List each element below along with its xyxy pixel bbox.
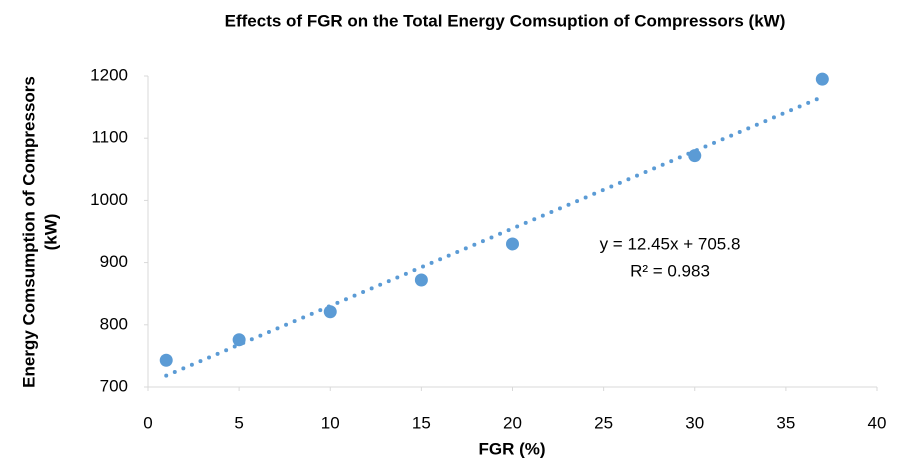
x-tick-label: 35 bbox=[776, 413, 795, 432]
y-axis-label: Energy Comsumption of Compressors (kW) bbox=[19, 76, 60, 388]
data-point bbox=[815, 72, 829, 86]
trendline-equation: y = 12.45x + 705.8 bbox=[600, 234, 741, 253]
y-tick-label: 1100 bbox=[91, 128, 128, 147]
x-tick-label: 0 bbox=[143, 413, 152, 432]
data-point bbox=[688, 149, 702, 163]
x-tick-label: 40 bbox=[868, 413, 887, 432]
trendline-r-squared: R² = 0.983 bbox=[630, 261, 710, 280]
y-tick-label: 1000 bbox=[90, 190, 128, 209]
data-point bbox=[323, 305, 337, 319]
y-tick-label: 900 bbox=[100, 252, 128, 271]
x-tick-label: 30 bbox=[685, 413, 704, 432]
data-point bbox=[159, 353, 173, 367]
y-tick-label: 800 bbox=[100, 314, 128, 333]
x-tick-label: 20 bbox=[503, 413, 522, 432]
y-tick-label: 1200 bbox=[90, 65, 128, 84]
trendline bbox=[164, 94, 825, 378]
x-tick-label: 5 bbox=[234, 413, 243, 432]
y-tick-label: 700 bbox=[100, 376, 128, 395]
x-axis-label: FGR (%) bbox=[478, 439, 545, 458]
data-point bbox=[506, 237, 519, 251]
y-axis-label-line: Energy Comsumption of Compressors bbox=[19, 76, 38, 388]
data-point bbox=[414, 273, 428, 287]
chart-title: Effects of FGR on the Total Energy Comsu… bbox=[225, 11, 786, 30]
x-tick-label: 25 bbox=[594, 413, 613, 432]
data-point bbox=[232, 333, 246, 347]
x-tick-label: 10 bbox=[321, 413, 340, 432]
x-tick-label: 15 bbox=[412, 413, 431, 432]
y-axis-label-line: (kW) bbox=[41, 214, 60, 251]
